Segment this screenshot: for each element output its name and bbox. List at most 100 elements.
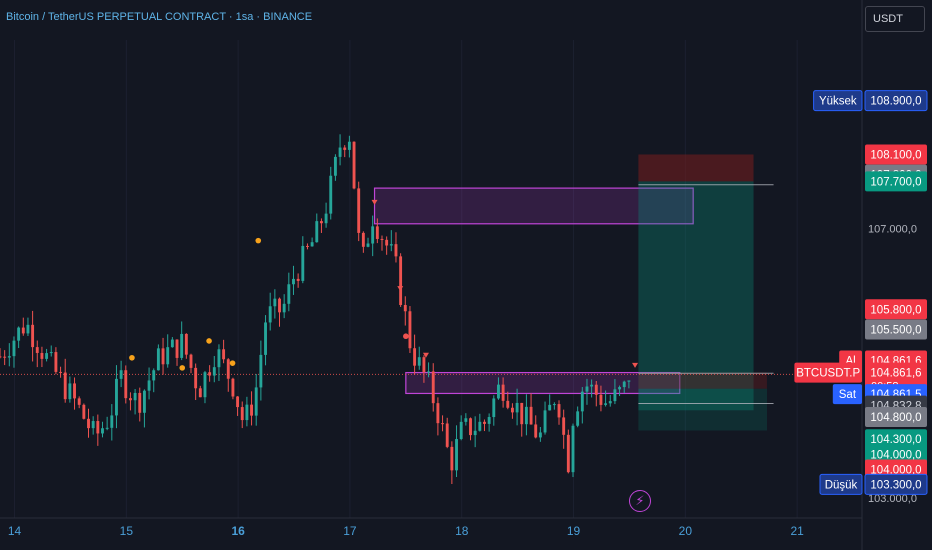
candle: [245, 404, 249, 421]
high-label-value: 108.900,0: [870, 96, 921, 108]
candle: [156, 348, 160, 371]
candle: [492, 398, 496, 418]
candle: [115, 378, 118, 416]
price-label-105800-value: 105.800,0: [870, 304, 921, 316]
candle: [194, 367, 198, 389]
price-label-105500-box: [865, 319, 927, 340]
candle: [585, 386, 589, 392]
candle: [152, 370, 156, 381]
candle: [128, 398, 132, 401]
candle: [315, 221, 319, 243]
candle: [166, 347, 170, 365]
price-label-105500-value: 105.500,0: [870, 324, 921, 336]
upper-supply-zone: [373, 187, 694, 225]
price-label-104800-value: 104.800,0: [870, 412, 921, 424]
candle: [273, 298, 277, 307]
price-labels-layer: Yüksek108.900,0108.100,0107.800,0107.700…: [794, 90, 928, 495]
lower-supply-zone: [405, 371, 681, 395]
candle: [189, 354, 193, 368]
candle: [59, 371, 63, 373]
signal-triangle: [632, 362, 639, 368]
candle: [580, 391, 584, 412]
candle: [347, 141, 351, 150]
candle: [543, 410, 547, 433]
candle: [487, 417, 491, 424]
high-label-prefix: Yüksek: [819, 96, 857, 108]
candle: [436, 403, 440, 424]
candle: [259, 354, 263, 388]
x-tick-label: 20: [679, 524, 693, 538]
low-label-prefix: Düşük: [825, 479, 858, 491]
candle: [608, 401, 612, 404]
candle: [352, 141, 356, 189]
candle: [124, 370, 128, 399]
low-label-box: [864, 473, 928, 495]
secondary-stop-zone: [638, 372, 767, 389]
candle: [49, 352, 53, 354]
candle: [264, 322, 267, 355]
candle: [142, 390, 146, 413]
candle: [292, 278, 295, 285]
candle: [478, 421, 482, 431]
price-label-108100-box: [865, 144, 927, 165]
candle: [385, 239, 389, 246]
low-label: Düşük 103.300,0: [819, 473, 928, 495]
price-label-107700-value: 107.700,0: [870, 176, 921, 188]
x-tick-label: 18: [455, 524, 469, 538]
candle: [138, 392, 142, 413]
candle: [31, 324, 35, 348]
candle: [357, 188, 361, 233]
candle: [26, 324, 30, 334]
price-label-107700-box: [865, 171, 927, 192]
candle: [394, 244, 398, 257]
position-tool[interactable]: [0, 154, 862, 431]
candle: [87, 418, 90, 429]
candle: [250, 404, 254, 416]
candle: [366, 243, 370, 247]
candle: [240, 407, 244, 421]
candle: [287, 284, 291, 304]
bid-label-prefix: Sat: [839, 389, 857, 401]
candle: [338, 147, 342, 157]
price-label-105800: 105.800,0: [865, 299, 927, 320]
candle: [552, 404, 556, 406]
x-tick-label: 14: [8, 524, 22, 538]
candle: [403, 304, 407, 312]
candle: [497, 384, 500, 399]
candle: [21, 327, 25, 334]
candle: [548, 404, 552, 411]
price-label-104300: 104.300,0: [865, 429, 927, 450]
candle: [427, 371, 431, 373]
candle: [501, 384, 505, 401]
candle: [464, 418, 468, 422]
candle: [599, 394, 603, 405]
signal-dot: [179, 365, 186, 371]
candle: [110, 415, 114, 428]
candle: [161, 348, 165, 365]
candle: [170, 339, 174, 348]
candle: [329, 175, 333, 214]
signal-dot: [129, 354, 135, 361]
candle: [77, 398, 81, 405]
candle: [333, 156, 337, 176]
stop-loss-zone: [638, 154, 754, 182]
candle: [319, 221, 323, 224]
candle: [0, 356, 2, 358]
candle: [375, 226, 379, 239]
candle: [594, 384, 598, 395]
candle: [520, 402, 524, 425]
lightning-icon[interactable]: ⚡: [629, 490, 651, 512]
candle: [506, 400, 510, 408]
candle: [73, 383, 76, 399]
price-label-107700: 107.700,0: [865, 171, 927, 192]
currency-selector[interactable]: USDT: [865, 6, 925, 32]
bid-label-prefix-box: [832, 384, 862, 405]
signal-triangle: [422, 352, 429, 358]
candle: [184, 333, 188, 355]
candle: [282, 303, 286, 313]
signal-triangle: [397, 286, 404, 292]
candle: [566, 434, 570, 473]
symbol-price-label-prefix-box: [794, 362, 862, 383]
